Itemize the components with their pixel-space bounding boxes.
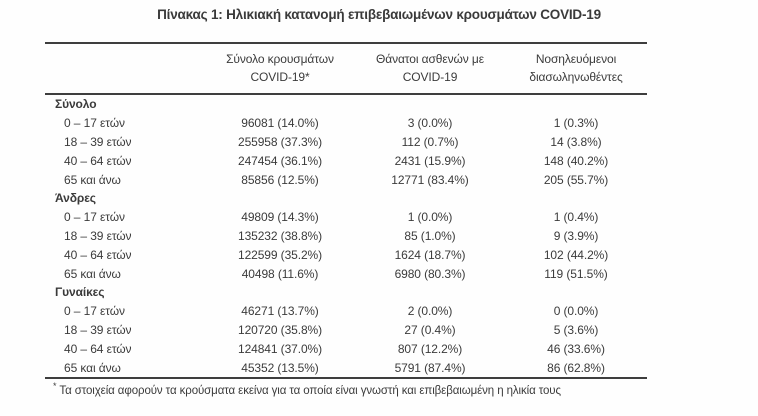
age-group-label: 65 και άνω [64,172,121,187]
table-body: Σύνολο 0 – 17 ετών 96081 (14.0%) 3 (0.0%… [45,94,647,378]
intubated-value: 148 (40.2%) [543,153,609,168]
cases-value: 46271 (13.7%) [241,304,319,319]
footnote: * Τα στοιχεία αφορούν τα κρούσματα εκείνα… [53,381,561,397]
section-label-men: Άνδρες [55,191,96,206]
column-header-cases: Σύνολο κρουσμάτων COVID-19* [205,43,355,95]
section-label-women: Γυναίκες [55,285,105,300]
cases-value: 135232 (38.8%) [238,228,322,243]
deaths-value: 807 (12.2%) [397,341,463,356]
intubated-value: 1 (0.4%) [553,210,599,225]
column-header-deaths-line2: COVID-19 [402,69,458,84]
age-group-label: 40 – 64 ετών [64,341,132,356]
intubated-value: 5 (3.6%) [553,322,599,337]
intubated-value: 86 (62.8%) [547,360,605,375]
intubated-value: 102 (44.2%) [543,247,609,262]
table-row: 18 – 39 ετών 135232 (38.8%) 85 (1.0%) 9 … [45,227,647,246]
table-row: 0 – 17 ετών 49809 (14.3%) 1 (0.0%) 1 (0.… [45,208,647,227]
intubated-value: 9 (3.9%) [553,228,599,243]
column-header-cases-line1: Σύνολο κρουσμάτων [226,52,334,66]
column-header-intubated-line2: διασωληνωθέντες [529,69,623,84]
cases-value: 49809 (14.3%) [241,210,319,225]
age-group-label: 0 – 17 ετών [64,210,125,225]
age-group-label: 0 – 17 ετών [64,116,125,131]
section-row-men: Άνδρες [45,189,647,208]
deaths-value: 3 (0.0%) [407,116,453,131]
table-row: 40 – 64 ετών 124841 (37.0%) 807 (12.2%) … [45,339,647,358]
section-label-total: Σύνολο [55,97,97,112]
column-header-deaths: Θάνατοι ασθενών με COVID-19 [355,43,505,95]
deaths-value: 1624 (18.7%) [394,247,466,262]
section-row-total: Σύνολο [45,94,647,114]
table-row: 65 και άνω 85856 (12.5%) 12771 (83.4%) 2… [45,170,647,189]
deaths-value: 85 (1.0%) [404,228,456,243]
table-row: 65 και άνω 45352 (13.5%) 5791 (87.4%) 86… [45,358,647,378]
table-row: 40 – 64 ετών 122599 (35.2%) 1624 (18.7%)… [45,245,647,264]
intubated-value: 0 (0.0%) [553,304,599,319]
age-group-label: 65 και άνω [64,360,121,375]
age-group-label: 18 – 39 ετών [64,228,132,243]
intubated-value: 205 (55.7%) [543,172,609,187]
footnote-marker: * [53,381,57,391]
cases-value: 40498 (11.6%) [241,266,319,281]
table-header: Σύνολο κρουσμάτων COVID-19* Θάνατοι ασθε… [45,43,647,95]
age-group-label: 0 – 17 ετών [64,304,125,319]
table-row: 40 – 64 ετών 247454 (36.1%) 2431 (15.9%)… [45,151,647,170]
deaths-value: 12771 (83.4%) [391,172,469,187]
cases-value: 124841 (37.0%) [238,341,322,356]
table-row: 65 και άνω 40498 (11.6%) 6980 (80.3%) 11… [45,264,647,283]
cases-value: 96081 (14.0%) [241,116,319,131]
cases-value: 255958 (37.3%) [238,134,322,149]
deaths-value: 6980 (80.3%) [394,266,466,281]
cases-value: 122599 (35.2%) [238,247,322,262]
deaths-value: 1 (0.0%) [407,210,453,225]
table-row: 0 – 17 ετών 46271 (13.7%) 2 (0.0%) 0 (0.… [45,302,647,321]
age-group-label: 40 – 64 ετών [64,247,132,262]
age-group-label: 40 – 64 ετών [64,153,132,168]
section-row-women: Γυναίκες [45,283,647,302]
deaths-value: 112 (0.7%) [401,134,459,149]
deaths-value: 27 (0.4%) [404,322,456,337]
cases-value: 85856 (12.5%) [241,172,319,187]
column-header-empty [45,43,205,95]
column-header-intubated: Νοσηλευόμενοι διασωληνωθέντες [505,43,647,95]
intubated-value: 14 (3.8%) [550,134,602,149]
column-header-intubated-line1: Νοσηλευόμενοι [535,52,617,66]
intubated-value: 119 (51.5%) [544,266,608,281]
column-header-deaths-line1: Θάνατοι ασθενών με [376,52,484,66]
intubated-value: 1 (0.3%) [553,116,599,131]
age-group-label: 18 – 39 ετών [64,322,132,337]
cases-value: 120720 (35.8%) [238,322,322,337]
page-title: Πίνακας 1: Ηλικιακή κατανομή επιβεβαιωμέ… [157,7,601,22]
cases-value: 45352 (13.5%) [241,360,319,375]
age-distribution-table: Σύνολο κρουσμάτων COVID-19* Θάνατοι ασθε… [45,42,647,379]
deaths-value: 2 (0.0%) [407,304,453,319]
deaths-value: 5791 (87.4%) [394,360,466,375]
table-row: 18 – 39 ετών 255958 (37.3%) 112 (0.7%) 1… [45,133,647,152]
footnote-text: Τα στοιχεία αφορούν τα κρούσματα εκείνα … [59,384,561,397]
column-header-cases-line2: COVID-19* [250,69,310,84]
data-table: Σύνολο κρουσμάτων COVID-19* Θάνατοι ασθε… [45,42,647,379]
age-group-label: 65 και άνω [64,266,121,281]
cases-value: 247454 (36.1%) [238,153,322,168]
table-row: 18 – 39 ετών 120720 (35.8%) 27 (0.4%) 5 … [45,321,647,340]
deaths-value: 2431 (15.9%) [394,153,466,168]
intubated-value: 46 (33.6%) [547,341,605,356]
table-row: 0 – 17 ετών 96081 (14.0%) 3 (0.0%) 1 (0.… [45,114,647,133]
age-group-label: 18 – 39 ετών [64,134,132,149]
